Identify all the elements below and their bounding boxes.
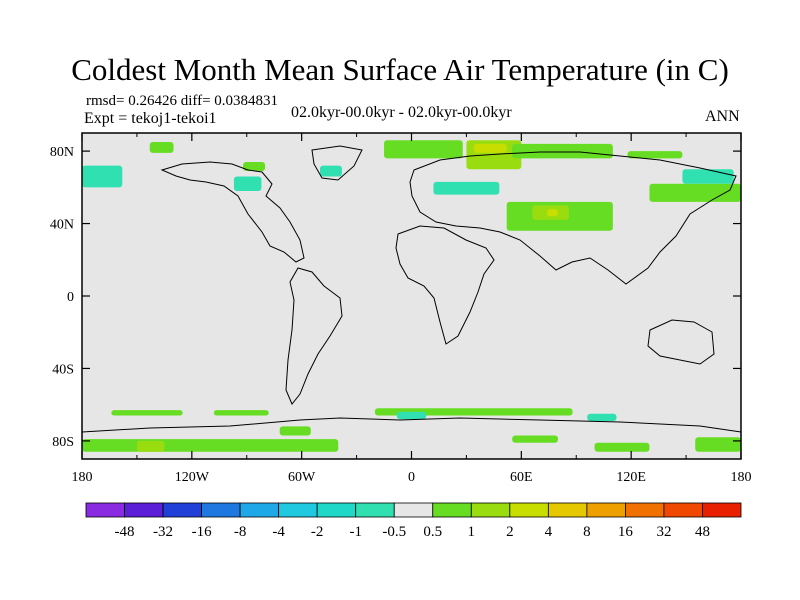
colorbar-label-4: -4 — [272, 524, 285, 540]
colorbar-label-0: -48 — [115, 524, 135, 540]
colorbar-label-5: -2 — [311, 524, 324, 540]
colorbar-box-7 — [355, 502, 395, 518]
x-tick-label-1: 120W — [175, 470, 210, 485]
anomaly-region-10 — [433, 181, 500, 195]
colorbar-box-14 — [625, 502, 665, 518]
x-tick-label-4: 60E — [510, 470, 533, 485]
chart-title: Coldest Month Mean Surface Air Temperatu… — [71, 52, 729, 87]
anomaly-region-17 — [213, 410, 269, 416]
anomaly-region-19 — [396, 411, 427, 420]
colorbar-box-5 — [278, 502, 318, 518]
x-tick-label-2: 60W — [288, 470, 316, 485]
map-background — [82, 133, 741, 459]
coastline-4 — [409, 151, 737, 285]
anomaly-region-22 — [136, 440, 165, 452]
anomaly-region-14 — [649, 183, 741, 202]
anomaly-region-8 — [512, 143, 613, 159]
coastline-3 — [395, 225, 495, 345]
colorbar-label-1: -32 — [153, 524, 173, 540]
colorbar-label-10: 2 — [506, 524, 514, 540]
colorbar-box-15 — [663, 502, 703, 518]
colorbar-label-15: 48 — [695, 524, 710, 540]
period-label: 02.0kyr-00.0kyr - 02.0kyr-00.0kyr — [291, 104, 512, 121]
colorbar-label-11: 4 — [545, 524, 553, 540]
x-tick-label-5: 120E — [616, 470, 646, 485]
x-tick-label-6: 180 — [731, 470, 752, 485]
colorbar-label-2: -16 — [192, 524, 212, 540]
x-tick-label-0: 180 — [72, 470, 93, 485]
anomaly-region-7 — [473, 143, 507, 153]
colorbar-label-13: 16 — [618, 524, 634, 540]
rmsd-diff-label: rmsd= 0.26426 diff= 0.0384831 — [86, 93, 279, 109]
x-tick-label-3: 0 — [408, 470, 415, 485]
coastline-0 — [160, 161, 305, 263]
anomaly-region-3 — [243, 161, 266, 172]
y-tick-label-0: 80N — [50, 145, 74, 160]
y-tick-label-2: 0 — [67, 290, 74, 305]
colorbar-box-0 — [85, 502, 125, 518]
colorbar-label-14: 32 — [656, 524, 671, 540]
anomaly-region-13 — [546, 209, 558, 217]
colorbar-box-8 — [393, 502, 434, 518]
coastline-6 — [81, 417, 742, 433]
coastline-1 — [285, 267, 343, 405]
colorbar-box-16 — [702, 502, 742, 518]
anomaly-region-23 — [279, 426, 311, 436]
anomaly-region-15 — [682, 169, 734, 184]
anomaly-region-5 — [384, 140, 463, 159]
anomaly-region-25 — [594, 442, 650, 452]
anomaly-region-16 — [111, 410, 183, 416]
colorbar-box-11 — [509, 502, 549, 518]
anomaly-region-4 — [319, 165, 342, 177]
colorbar-box-13 — [586, 502, 626, 518]
colorbar-label-12: 8 — [583, 524, 591, 540]
colorbar-box-10 — [470, 502, 511, 518]
anomaly-region-1 — [149, 142, 174, 153]
y-tick-label-3: 40S — [52, 362, 74, 377]
anomaly-region-0 — [82, 165, 123, 188]
season-label: ANN — [705, 108, 740, 125]
y-tick-label-1: 40N — [50, 218, 74, 233]
anomaly-region-24 — [512, 435, 558, 443]
colorbar-box-6 — [316, 502, 357, 518]
anomaly-region-20 — [587, 413, 617, 421]
anomaly-region-26 — [695, 437, 741, 452]
coastline-2 — [311, 145, 363, 181]
colorbar-label-9: 1 — [468, 524, 476, 540]
anomaly-region-21 — [82, 439, 339, 452]
colorbar-box-9 — [432, 502, 472, 518]
coastline-5 — [647, 319, 715, 365]
colorbar-label-7: -0.5 — [382, 524, 406, 540]
colorbar-box-4 — [239, 502, 280, 518]
colorbar-box-12 — [547, 502, 588, 518]
anomaly-region-2 — [233, 176, 262, 191]
colorbar-label-8: 0.5 — [423, 524, 442, 540]
y-tick-label-4: 80S — [52, 435, 74, 450]
colorbar-box-3 — [201, 502, 241, 518]
colorbar-box-1 — [124, 502, 164, 518]
colorbar-label-6: -1 — [349, 524, 362, 540]
experiment-label: Expt = tekoj1-tekoi1 — [84, 110, 217, 127]
colorbar-label-3: -8 — [234, 524, 247, 540]
colorbar-box-2 — [162, 502, 202, 518]
anomaly-region-9 — [627, 151, 683, 159]
